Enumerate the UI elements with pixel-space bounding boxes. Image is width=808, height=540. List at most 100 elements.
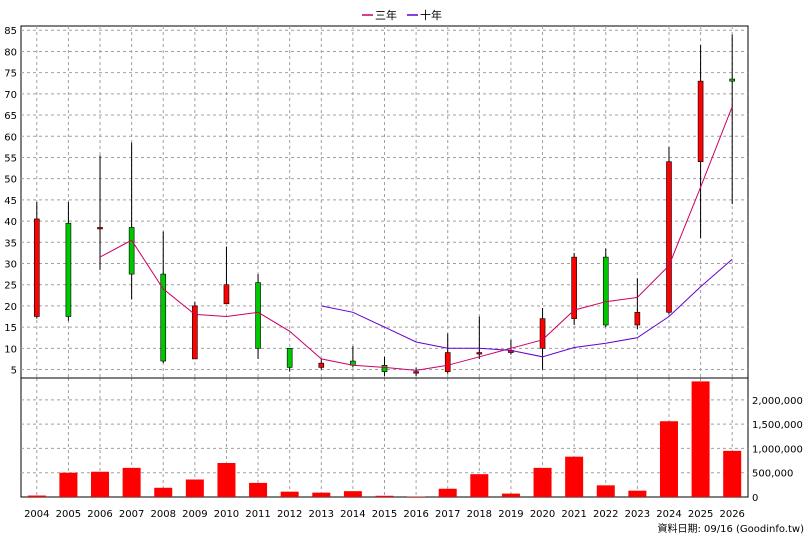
x-tick-label: 2013 [309, 509, 334, 520]
ma10-line [321, 258, 733, 358]
x-tick-label: 2011 [245, 509, 270, 520]
volume-bar [596, 485, 615, 497]
candle-body [539, 318, 546, 349]
price-tick-label: 65 [4, 111, 17, 122]
volume-bar [217, 463, 236, 497]
x-tick-label: 2012 [277, 509, 302, 520]
x-tick-label: 2014 [340, 509, 365, 520]
volume-bar [628, 490, 647, 497]
candle-body [634, 311, 641, 326]
volume-bar [185, 479, 204, 497]
candle-body [381, 364, 388, 372]
price-tick-label: 85 [4, 26, 17, 37]
x-tick-label: 2005 [56, 509, 81, 520]
x-tick-label: 2023 [625, 509, 650, 520]
x-tick-label: 2026 [719, 509, 744, 520]
candle-body [255, 282, 261, 349]
legend: 三年 十年 [362, 8, 442, 22]
ma3-line [99, 106, 733, 371]
candle-body [729, 78, 735, 82]
legend-label-ma10: 十年 [420, 8, 442, 22]
candle-body [34, 218, 40, 317]
price-tick-label: 20 [4, 302, 17, 313]
candle-body [160, 273, 167, 362]
volume-bar [659, 421, 678, 497]
price-y-axis: 5 10 15 20 25 30 35 40 45 50 55 60 65 70 75 80 85 [4, 26, 17, 376]
candle-body [476, 352, 483, 355]
price-tick-label: 40 [4, 217, 17, 228]
volume-bar [343, 491, 362, 497]
x-tick-label: 2020 [530, 509, 555, 520]
price-tick-label: 30 [4, 259, 17, 270]
price-tick-label: 5 [11, 366, 17, 377]
volume-bar [249, 482, 268, 497]
candle-body [666, 161, 672, 313]
volume-bar [122, 467, 141, 497]
footer-source: 資料日期: 09/16 (Goodinfo.tw) [657, 522, 804, 535]
volume-bar [59, 472, 78, 497]
volume-bar [312, 492, 331, 497]
x-tick-label: 2019 [498, 509, 523, 520]
x-tick-label: 2015 [372, 509, 397, 520]
price-tick-label: 10 [4, 344, 17, 355]
volume-bar [154, 487, 173, 497]
volume-bar [407, 496, 426, 498]
candle-body [286, 348, 293, 368]
legend-label-ma3: 三年 [375, 8, 397, 22]
candle-body [97, 227, 103, 230]
candle-body [318, 362, 325, 368]
volume-bar [280, 491, 299, 497]
volume-tick-label: 500,000 [752, 469, 793, 480]
price-tick-label: 15 [4, 323, 17, 334]
volume-bar [27, 495, 46, 497]
x-tick-label: 2018 [467, 509, 492, 520]
volume-tick-label: 1,000,000 [752, 444, 803, 455]
price-tick-label: 50 [4, 175, 17, 186]
price-tick-label: 60 [4, 132, 17, 143]
volume-y-axis: 0 500,000 1,000,000 1,500,000 2,000,000 [752, 396, 803, 504]
volume-bars [27, 381, 742, 498]
x-tick-label: 2024 [656, 509, 681, 520]
x-tick-label: 2021 [561, 509, 586, 520]
candle-body [192, 305, 198, 360]
candle-body [571, 256, 577, 319]
x-tick-label: 2016 [403, 509, 428, 520]
volume-bar [375, 495, 394, 497]
candle-body [602, 256, 609, 326]
price-tick-label: 45 [4, 196, 17, 207]
moving-average-lines [99, 106, 733, 371]
volume-bar [533, 467, 552, 497]
price-tick-label: 70 [4, 90, 17, 101]
x-axis: 2004 2005 2006 2007 2008 2009 2010 2011 2012 2013… [24, 509, 745, 520]
x-tick-label: 2004 [24, 509, 49, 520]
volume-bar [691, 381, 710, 497]
volume-bar [565, 456, 584, 497]
price-tick-label: 75 [4, 69, 17, 80]
price-tick-label: 80 [4, 47, 17, 58]
volume-tick-label: 0 [752, 493, 758, 504]
x-tick-label: 2008 [151, 509, 176, 520]
volume-tick-label: 2,000,000 [752, 396, 803, 407]
volume-bar [470, 474, 489, 497]
price-tick-label: 25 [4, 281, 17, 292]
x-tick-label: 2007 [119, 509, 144, 520]
x-tick-label: 2006 [87, 509, 112, 520]
x-tick-label: 2025 [688, 509, 713, 520]
candle-body [697, 80, 704, 163]
volume-bar [723, 450, 742, 497]
price-tick-label: 55 [4, 153, 17, 164]
x-tick-label: 2017 [435, 509, 460, 520]
candle-body [223, 284, 230, 305]
candlesticks [34, 34, 735, 376]
candle-body [413, 371, 419, 374]
x-tick-label: 2010 [214, 509, 239, 520]
candle-body [128, 227, 135, 275]
x-tick-label: 2009 [182, 509, 207, 520]
candle-body [65, 222, 72, 317]
volume-bar [91, 471, 110, 497]
x-tick-label: 2022 [593, 509, 618, 520]
price-tick-label: 35 [4, 238, 17, 249]
volume-bar [438, 488, 457, 497]
volume-tick-label: 1,500,000 [752, 420, 803, 431]
